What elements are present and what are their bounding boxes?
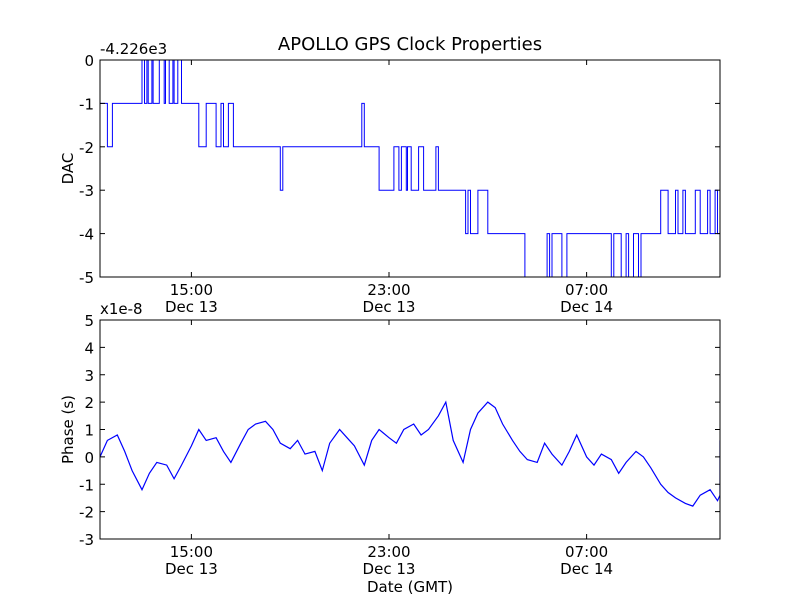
phase-ytick-label: -2 — [79, 504, 94, 522]
phase-ytick-label: 0 — [84, 449, 94, 467]
chart-title: APOLLO GPS Clock Properties — [278, 34, 542, 55]
phase-plot-frame — [99, 319, 721, 540]
dac-xtick-date-label: Dec 13 — [165, 298, 218, 316]
dac-series-line — [100, 60, 720, 277]
phase-ytick-label: 4 — [84, 339, 94, 357]
dac-ytick-label: -1 — [79, 95, 94, 113]
phase-xtick-label: 07:00 — [565, 543, 608, 561]
phase-series-line — [100, 400, 720, 507]
phase-offset-label: x1e-8 — [100, 300, 143, 318]
dac-xtick-date-label: Dec 13 — [363, 298, 416, 316]
dac-plot-frame — [99, 59, 721, 278]
phase-xtick-date-label: Dec 13 — [165, 560, 218, 578]
phase-ylabel: Phase (s) — [59, 395, 77, 464]
phase-ytick-label: 1 — [84, 422, 94, 440]
dac-ytick-label: -3 — [79, 182, 94, 200]
dac-ytick-label: 0 — [84, 52, 94, 70]
dac-ylabel: DAC — [59, 153, 77, 185]
phase-ytick-label: 3 — [84, 367, 94, 385]
phase-ytick-label: -3 — [79, 531, 94, 549]
dac-xtick-label: 23:00 — [367, 281, 410, 299]
phase-ytick-label: 5 — [84, 312, 94, 330]
dac-ytick-label: -2 — [79, 139, 94, 157]
dac-xtick-label: 07:00 — [565, 281, 608, 299]
phase-xtick-date-label: Dec 13 — [363, 560, 416, 578]
phase-xtick-date-label: Dec 14 — [560, 560, 613, 578]
phase-xtick-label: 23:00 — [367, 543, 410, 561]
dac-xtick-label: 15:00 — [170, 281, 213, 299]
dac-offset-label: -4.226e3 — [100, 40, 167, 58]
phase-ytick-label: 2 — [84, 394, 94, 412]
dac-ytick-label: -5 — [79, 269, 94, 287]
phase-ytick-label: -1 — [79, 476, 94, 494]
dac-ytick-label: -4 — [79, 226, 94, 244]
phase-xtick-label: 15:00 — [170, 543, 213, 561]
dac-xtick-date-label: Dec 14 — [560, 298, 613, 316]
phase-xlabel: Date (GMT) — [367, 578, 453, 596]
